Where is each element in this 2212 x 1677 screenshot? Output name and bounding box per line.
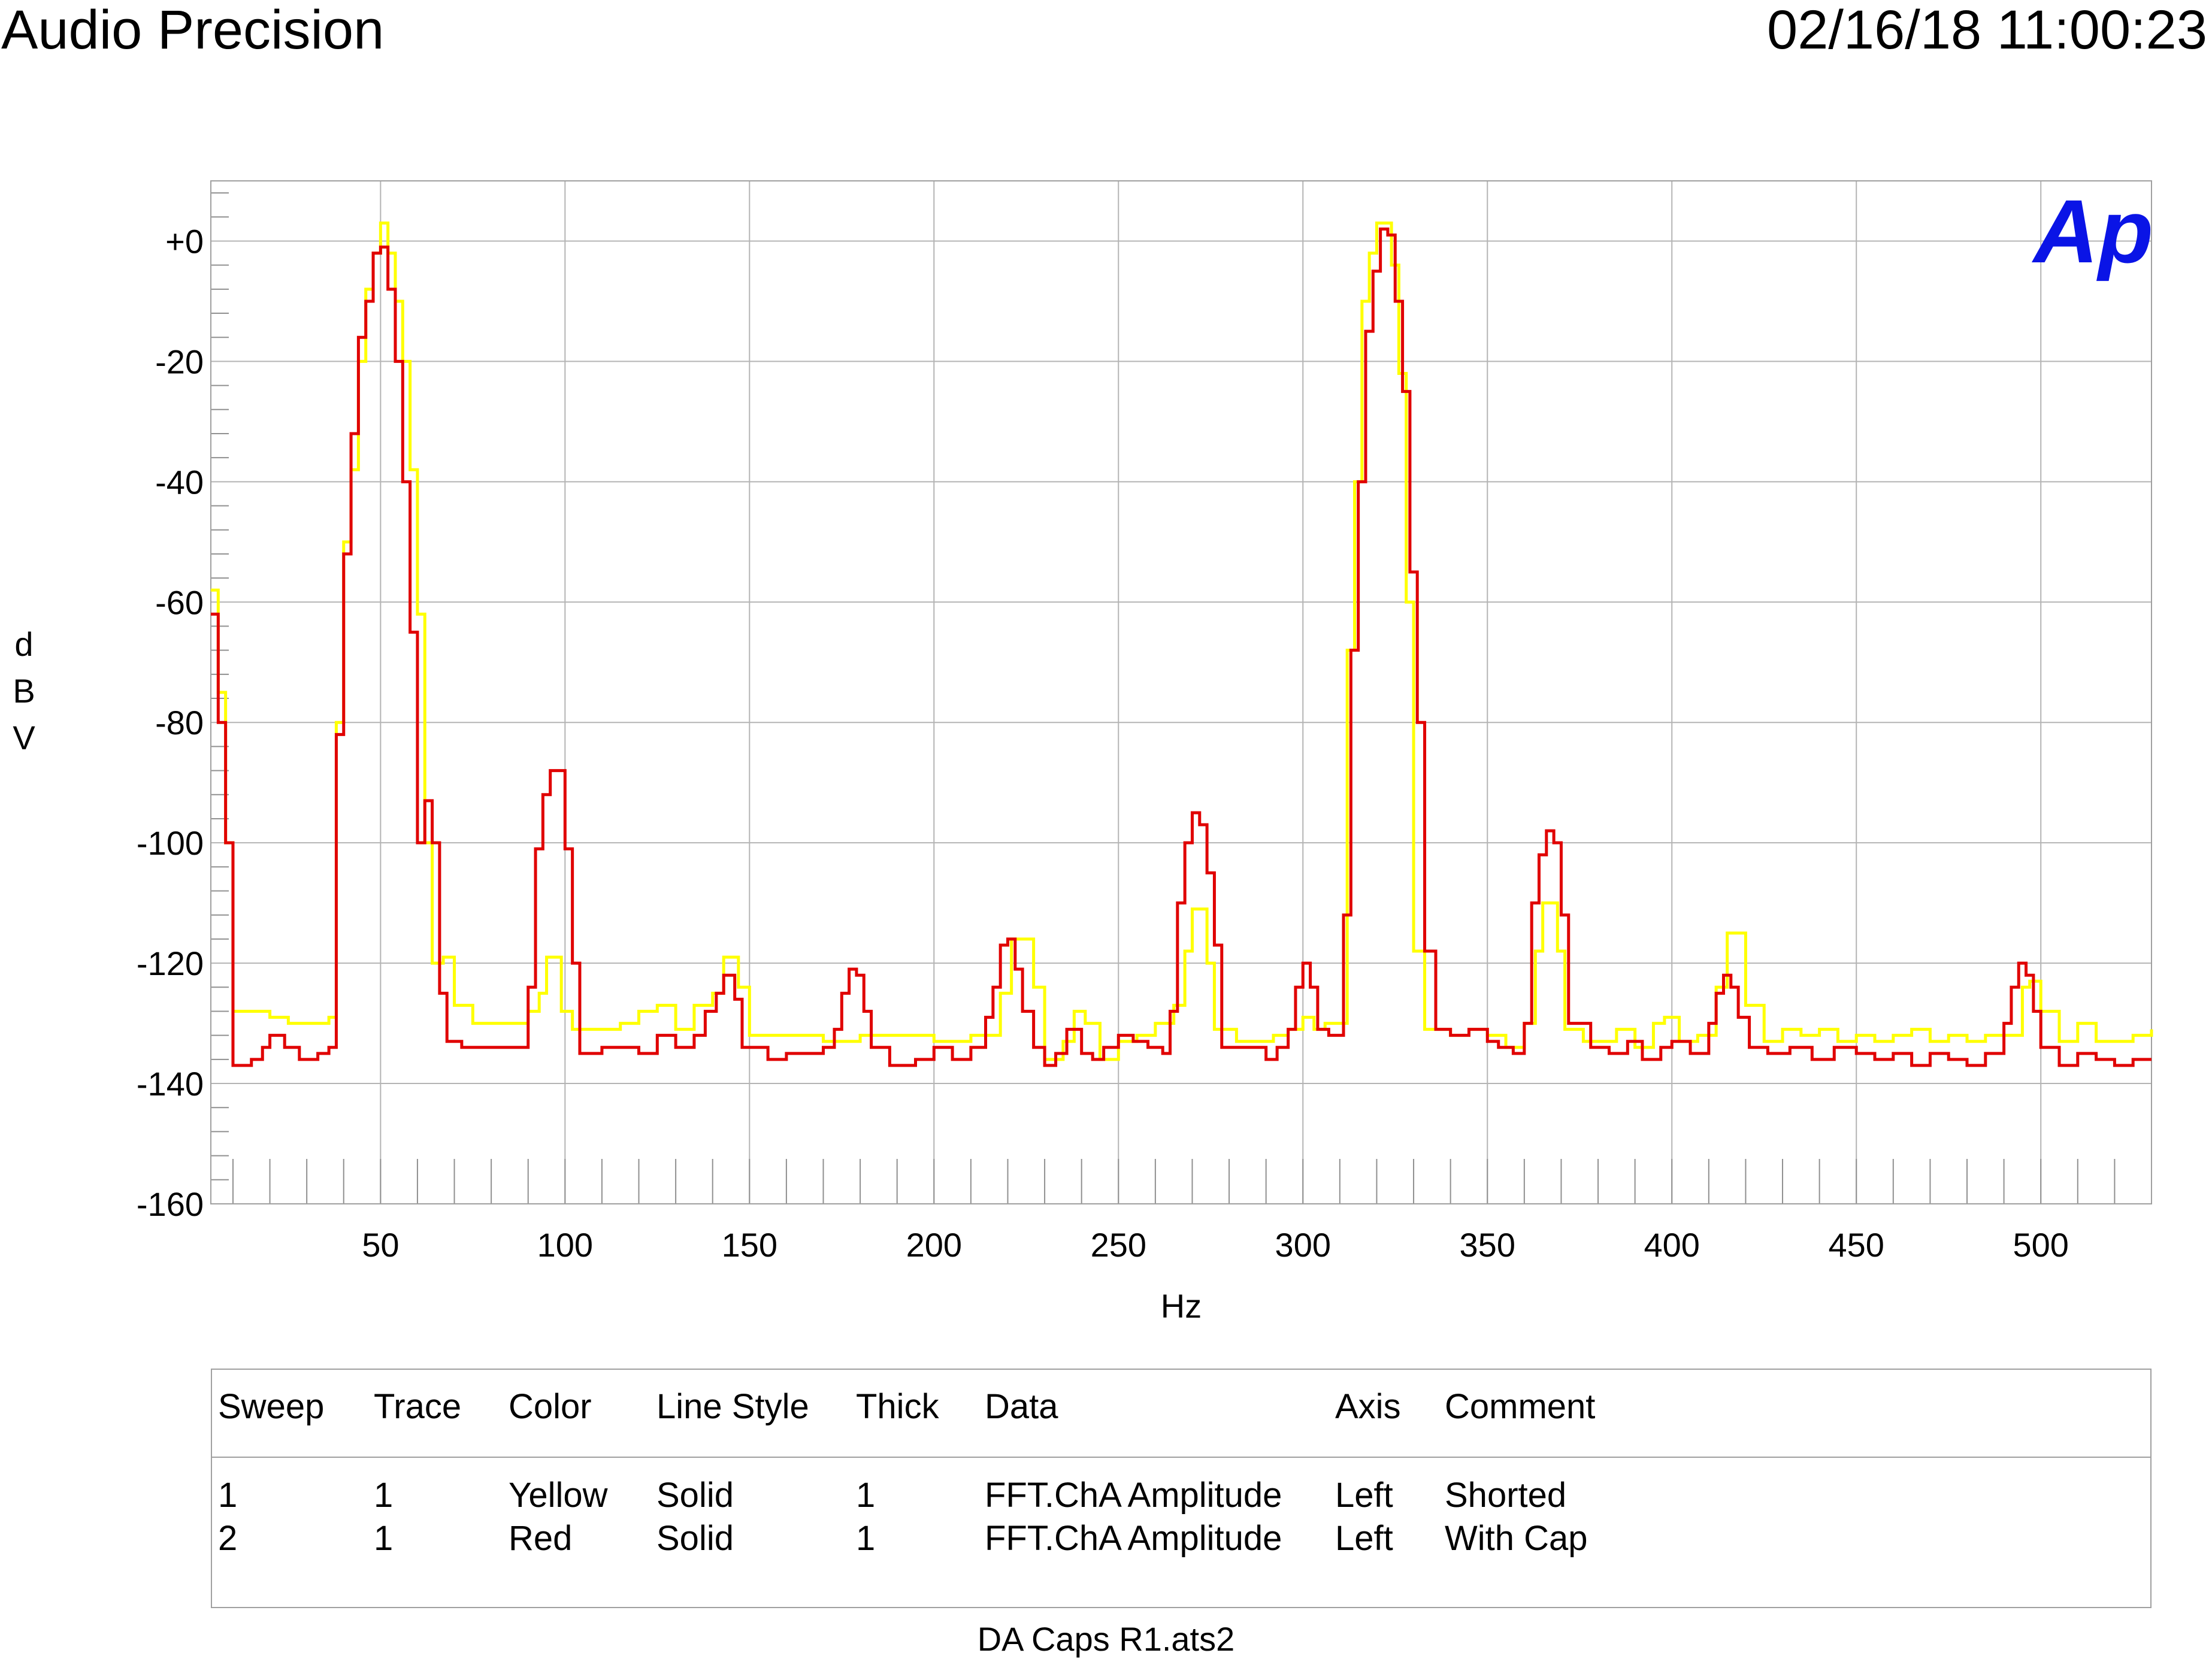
legend-cell: With Cap (1445, 1519, 1588, 1558)
legend-header-cell: Trace (374, 1387, 462, 1426)
x-tick-label: 200 (906, 1226, 962, 1264)
legend-cell: 1 (856, 1476, 876, 1515)
y-axis-label: dBV (13, 625, 35, 756)
legend-header-cell: Axis (1335, 1387, 1401, 1426)
series-line-red (211, 227, 2152, 1067)
legend-header-cell: Comment (1445, 1387, 1596, 1426)
x-tick-labels: 50 100 150 200 250 300 350 400 450 500 (362, 1226, 2069, 1264)
y-tick-label: -100 (137, 824, 204, 862)
legend-cell: Shorted (1445, 1476, 1567, 1515)
y-tick-label: -40 (155, 463, 204, 501)
y-axis-label-char: B (13, 672, 35, 710)
x-tick-label: 350 (1460, 1226, 1515, 1264)
x-tick-label: 500 (2013, 1226, 2068, 1264)
legend-divider (212, 1457, 2150, 1458)
legend-header-cell: Color (509, 1387, 592, 1426)
legend-table: Sweep Trace Color Line Style Thick Data Axis Co… (211, 1369, 2152, 1608)
legend-cell: Solid (656, 1476, 734, 1515)
series-line-yellow (211, 221, 2153, 1061)
x-tick-label: 250 (1091, 1226, 1146, 1264)
x-tick-label: 100 (537, 1226, 593, 1264)
y-tick-labels: +0 -20 -40 -60 -80 -100 -120 -140 -160 (137, 222, 204, 1223)
legend-cell: 1 (374, 1519, 394, 1558)
x-tick-label: 50 (362, 1226, 399, 1264)
grid-lines (211, 181, 2152, 1204)
legend-cell: 1 (374, 1476, 394, 1515)
legend-cell: Left (1335, 1519, 1393, 1558)
timestamp: 02/16/18 11:00:23 (1767, 0, 2207, 60)
legend-cell: Red (509, 1519, 573, 1558)
series-group (211, 221, 2153, 1067)
legend-header-cell: Thick (856, 1387, 939, 1426)
legend-cell: Left (1335, 1476, 1393, 1515)
legend-cell: 1 (218, 1476, 238, 1515)
fft-chart: +0 -20 -40 -60 -80 -100 -120 -140 -160 50 100 150 2… (13, 180, 2153, 1325)
legend-cell: 1 (856, 1519, 876, 1558)
x-tick-label: 450 (1829, 1226, 1884, 1264)
legend-header-cell: Data (985, 1387, 1058, 1426)
y-tick-label: -60 (155, 583, 204, 621)
y-axis-label-char: d (14, 625, 33, 663)
legend-header-cell: Line Style (656, 1387, 809, 1426)
app-title: Audio Precision (1, 0, 385, 60)
legend-cell: FFT.ChA Amplitude (985, 1476, 1282, 1515)
legend-cell: FFT.ChA Amplitude (985, 1519, 1282, 1558)
legend-header-cell: Sweep (218, 1387, 325, 1426)
x-tick-label: 150 (722, 1226, 777, 1264)
y-tick-label: -140 (137, 1065, 204, 1103)
x-tick-label: 300 (1275, 1226, 1331, 1264)
legend-cell: Solid (656, 1519, 734, 1558)
plot-frame (210, 180, 2152, 1204)
ap-logo: Ap (2031, 181, 2153, 281)
legend-cell: 2 (218, 1519, 238, 1558)
minor-ticks (211, 192, 2152, 1204)
x-tick-label: 400 (1644, 1226, 1700, 1264)
y-tick-label: +0 (165, 222, 204, 260)
file-name: DA Caps R1.ats2 (977, 1620, 1235, 1658)
y-axis-label-char: V (13, 719, 35, 756)
y-tick-label: -120 (137, 945, 204, 982)
y-tick-label: -20 (155, 343, 204, 380)
legend-cell: Yellow (509, 1476, 608, 1515)
x-axis-label: Hz (1161, 1287, 1202, 1325)
y-tick-label: -160 (137, 1185, 204, 1223)
y-tick-label: -80 (155, 704, 204, 741)
